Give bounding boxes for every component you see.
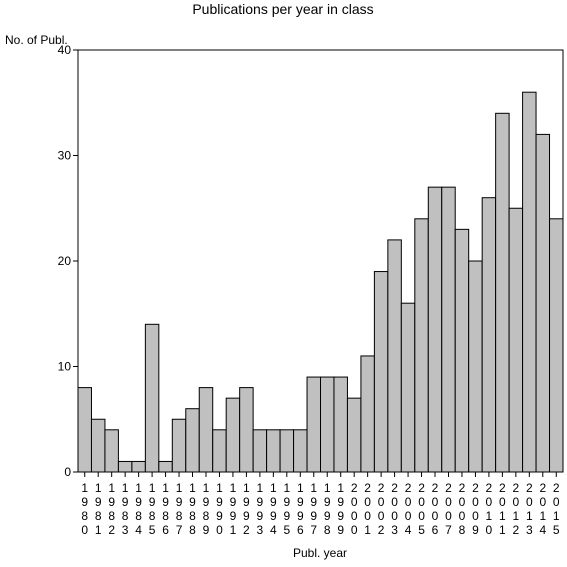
bar-1995 xyxy=(279,429,295,473)
bar-1997 xyxy=(306,376,321,473)
bar-2011 xyxy=(495,112,510,473)
bar-1980 xyxy=(77,387,92,473)
bar-2004 xyxy=(400,302,416,473)
bar-2002 xyxy=(373,271,389,473)
y-tick-label: 10 xyxy=(58,360,72,374)
bars-group xyxy=(77,91,564,473)
bar-2013 xyxy=(522,91,537,473)
bar-1982 xyxy=(104,429,119,473)
bar-2007 xyxy=(441,186,456,473)
bar-1984 xyxy=(131,460,146,473)
bar-1988 xyxy=(185,408,200,473)
plot-frame xyxy=(77,49,564,473)
bar-1994 xyxy=(266,429,281,473)
bar-2003 xyxy=(387,239,402,473)
bar-2000 xyxy=(346,397,362,473)
chart-title: Publications per year in class xyxy=(192,1,373,17)
bar-1986 xyxy=(158,460,173,473)
bar-1985 xyxy=(144,323,160,473)
bar-2005 xyxy=(414,218,429,473)
y-axis-label: No. of Publ. xyxy=(5,33,68,47)
bar-1993 xyxy=(252,429,268,473)
bar-2014 xyxy=(535,133,551,473)
y-ticks-group: 0 10 20 30 40 xyxy=(58,43,78,479)
bar-1990 xyxy=(212,429,227,473)
bar-1991 xyxy=(225,397,241,473)
bar-2001 xyxy=(360,355,375,473)
bar-2008 xyxy=(454,228,470,473)
bar-1992 xyxy=(239,387,254,473)
bar-2012 xyxy=(508,207,524,473)
bar-2006 xyxy=(427,186,443,473)
bar-1989 xyxy=(198,387,214,473)
bar-2010 xyxy=(481,197,497,473)
bar-1999 xyxy=(333,376,348,473)
y-tick-label: 30 xyxy=(58,149,72,163)
y-tick-label: 40 xyxy=(58,43,72,57)
bar-1983 xyxy=(117,460,133,473)
bar-1996 xyxy=(293,429,308,473)
bar-1987 xyxy=(171,418,187,473)
bar-2015 xyxy=(549,218,564,473)
bar-2009 xyxy=(468,260,483,473)
y-tick-label: 0 xyxy=(64,465,71,479)
x-axis-label: Publ. year xyxy=(293,546,347,560)
bar-1998 xyxy=(320,376,335,473)
bar-1981 xyxy=(90,418,106,473)
y-tick-label: 20 xyxy=(58,254,72,268)
x-ticks-group: 1 9 8 0 1 9 8 1 1 9 8 2 1 9 8 3 1 9 8 4 1 9 8 5 1 9 8 6 1 9 8 7 1 9 8 8 1 9 8 9… xyxy=(81,472,560,537)
